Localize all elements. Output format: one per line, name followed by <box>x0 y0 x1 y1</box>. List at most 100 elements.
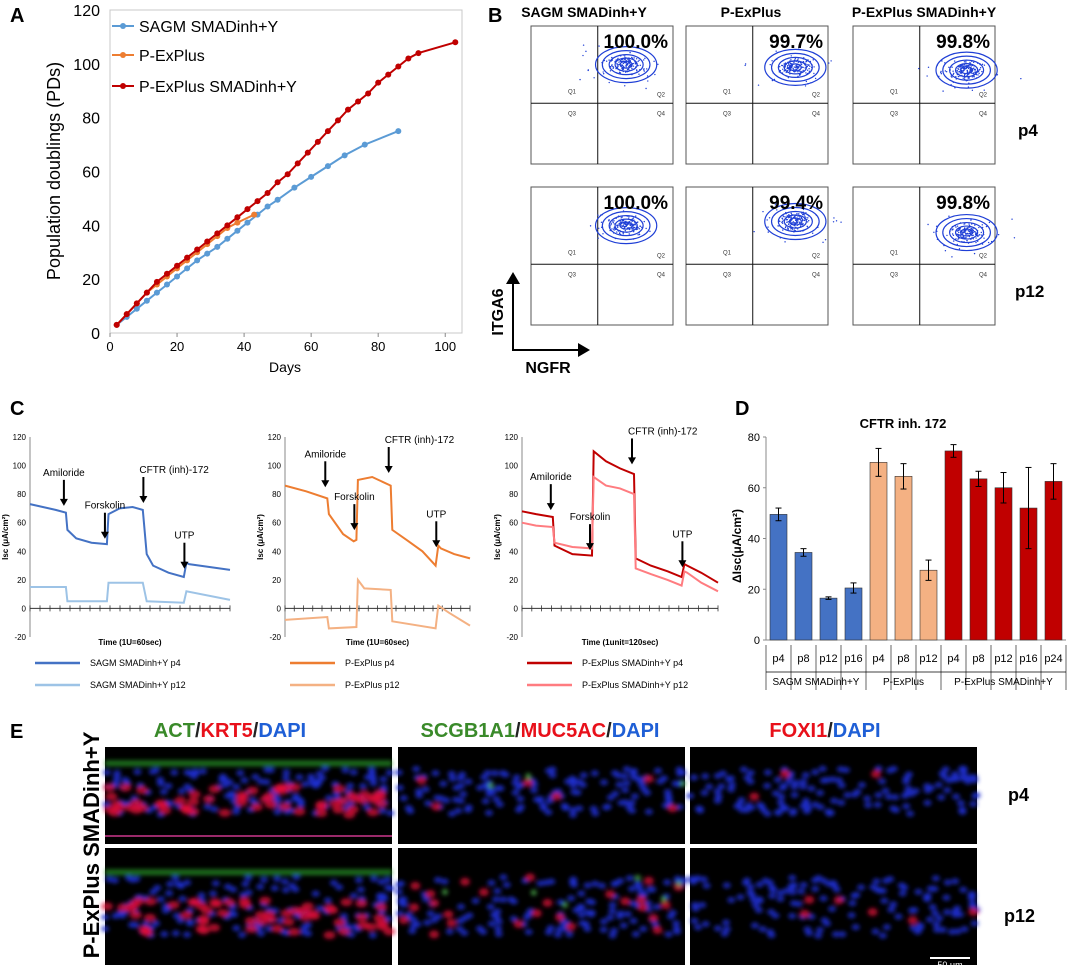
flow-event-dot <box>767 226 769 228</box>
e-nucleus <box>288 882 297 889</box>
e-green-stain <box>634 874 641 881</box>
flow-contour-3 <box>954 63 979 78</box>
flow-event-dot <box>959 234 961 237</box>
flow-event-dot <box>762 210 764 213</box>
flow-event-dot <box>784 66 787 68</box>
e-nucleus <box>651 921 660 928</box>
a-point-s0 <box>204 250 211 257</box>
flow-quadrant-label: Q2 <box>979 253 988 259</box>
e-nucleus <box>166 881 175 888</box>
c-annotation-arrowhead-0 <box>546 503 555 511</box>
e-nucleus <box>368 775 377 782</box>
e-nucleus <box>610 880 619 887</box>
a-xtick-label: 40 <box>237 339 251 354</box>
e-red-stain <box>154 799 167 808</box>
e-nucleus <box>746 769 755 776</box>
e-red-stain <box>375 903 388 912</box>
e-image-bg <box>398 747 685 844</box>
e-nucleus <box>951 771 960 778</box>
e-nucleus <box>881 787 890 794</box>
c-annotation-label-0: Amiloride <box>43 468 85 479</box>
e-nucleus <box>664 795 673 802</box>
flow-event-dot <box>956 225 959 227</box>
e-red-stain <box>907 916 918 925</box>
e-nucleus <box>958 765 967 772</box>
e-red-stain <box>259 896 272 905</box>
c-annotation-label-2: CFTR (inh)-172 <box>139 465 209 476</box>
flow-event-dot <box>638 59 640 62</box>
e-nucleus <box>176 917 185 924</box>
flow-event-dot <box>623 226 626 228</box>
c-annotation-arrowhead-3 <box>678 560 687 568</box>
flow-event-dot <box>974 71 976 74</box>
e-nucleus <box>878 932 887 939</box>
e-nucleus <box>487 879 496 886</box>
a-point-s2 <box>375 79 382 86</box>
e-nucleus <box>886 876 895 883</box>
flow-event-dot <box>766 219 768 221</box>
e-nucleus <box>570 788 579 795</box>
c-ytick-label: 80 <box>509 490 518 499</box>
flow-contour-1 <box>770 52 820 83</box>
flow-event-dot <box>803 219 806 222</box>
flow-event-dot <box>968 223 970 225</box>
e-nucleus <box>622 780 631 787</box>
legend-label-pexsmad: P-ExPlus SMADinh+Y <box>139 79 297 96</box>
e-nucleus <box>673 928 682 935</box>
d-category-label-3: p16 <box>844 653 862 665</box>
e-stain-title-1: SCGB1A1/MUC5AC/DAPI <box>421 720 660 742</box>
flow-contour-4 <box>619 60 633 69</box>
bar-chart-title: CFTR inh. 172 <box>860 416 947 431</box>
e-nucleus <box>953 928 962 935</box>
e-nucleus <box>722 926 731 933</box>
flow-event-dot <box>621 225 623 227</box>
e-nucleus <box>211 880 220 887</box>
e-red-stain <box>431 802 442 811</box>
e-nucleus <box>241 880 250 887</box>
flow-event-dot <box>619 72 622 74</box>
flow-event-dot <box>774 204 777 206</box>
e-nucleus <box>524 928 533 935</box>
e-nucleus <box>496 785 505 792</box>
e-nucleus <box>299 928 308 935</box>
e-nucleus <box>379 776 388 783</box>
e-nucleus <box>864 802 873 809</box>
flow-axis-x-label: NGFR <box>525 360 571 377</box>
flow-quadrant-label: Q3 <box>890 111 899 117</box>
c-annotation-arrowhead-1 <box>586 543 594 551</box>
flow-event-dot <box>974 224 976 226</box>
panel-label-a: A <box>10 5 24 27</box>
flow-contour-0 <box>764 48 827 87</box>
flow-event-dot <box>598 45 600 47</box>
e-nucleus <box>354 877 363 884</box>
flow-event-dot <box>797 71 799 73</box>
d-bar-2 <box>819 597 838 641</box>
flow-panel: SAGM SMADinh+Y P-ExPlus P-ExPlus SMADinh… <box>490 4 1044 377</box>
e-nucleus <box>395 784 404 791</box>
panel-label-e: E <box>10 721 23 743</box>
c-ytick-label: -20 <box>269 633 281 642</box>
flow-event-dot <box>796 218 798 221</box>
e-nucleus <box>755 881 764 888</box>
e-nucleus <box>952 793 961 800</box>
flow-event-dot <box>786 65 789 67</box>
flow-event-dot <box>643 70 646 72</box>
flow-event-dot <box>951 233 954 235</box>
panel-label-c: C <box>10 398 24 420</box>
e-red-stain <box>804 895 815 904</box>
flow-event-dot <box>804 215 806 218</box>
e-red-stain <box>271 924 284 933</box>
flow-event-dot <box>965 60 967 63</box>
a-point-s0 <box>324 163 331 170</box>
e-nucleus <box>788 874 797 881</box>
flow-event-dot <box>794 69 797 71</box>
c-ytick-label: -20 <box>14 633 26 642</box>
e-red-stain <box>297 906 310 915</box>
legend-marker-sagm <box>120 23 126 29</box>
e-nucleus <box>713 925 722 932</box>
flow-event-dot <box>628 233 630 235</box>
c-ytick-label: 120 <box>505 433 519 442</box>
flow-event-dot <box>963 74 966 77</box>
e-nucleus <box>559 920 568 927</box>
flow-event-dot <box>786 66 789 68</box>
